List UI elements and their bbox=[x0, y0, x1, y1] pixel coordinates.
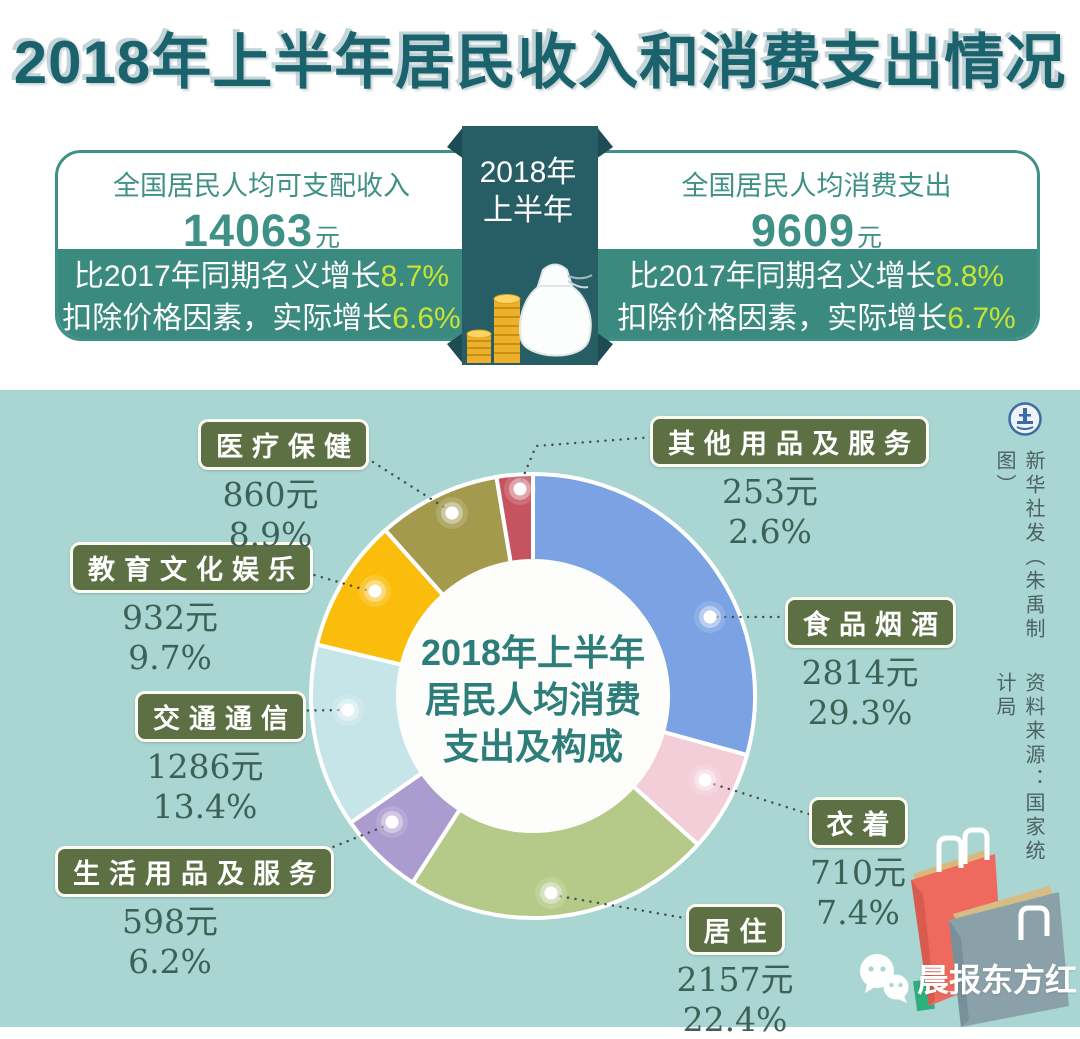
wechat-icon bbox=[860, 954, 909, 1003]
period-ribbon: 2018年 上半年 bbox=[447, 126, 613, 365]
credit-byline: 新华社发（朱禹制图） bbox=[993, 450, 1044, 642]
income-summary: 全国居民人均可支配收入 14063元 bbox=[58, 164, 465, 260]
xinhua-emblem-icon bbox=[1008, 402, 1042, 436]
credit-source: 资料来源：国家统计局 bbox=[993, 672, 1044, 864]
category-callout-其他用品及服务: 其他用品及服务 253元 2.6% bbox=[650, 416, 929, 551]
income-value: 14063元 bbox=[182, 205, 341, 256]
category-percent: 22.4% bbox=[682, 1000, 788, 1039]
category-badge: 交通通信 bbox=[135, 691, 306, 742]
money-bag-and-coins-icon bbox=[466, 263, 593, 363]
category-badge: 食品烟酒 bbox=[785, 597, 956, 648]
donut-center-title: 2018年上半年 居民人均消费 支出及构成 bbox=[420, 632, 646, 767]
category-percent: 13.4% bbox=[152, 787, 258, 826]
category-callout-交通通信: 交通通信 1286元 13.4% bbox=[135, 691, 306, 826]
category-callout-居住: 居住 2157元 22.4% bbox=[676, 904, 794, 1038]
category-badge: 衣着 bbox=[808, 797, 908, 848]
category-badge: 居住 bbox=[685, 904, 785, 955]
expenditure-value: 9609元 bbox=[750, 205, 883, 256]
category-percent: 7.4% bbox=[816, 893, 900, 932]
category-badge: 医疗保健 bbox=[198, 419, 369, 470]
income-nominal-growth: 比2017年同期名义增长8.7% bbox=[73, 260, 450, 293]
category-percent: 8.9% bbox=[228, 515, 313, 554]
expenditure-panel: 全国居民人均消费支出 9609元 比2017年同期名义增长8.8% 扣除价格因素… bbox=[593, 150, 1040, 341]
income-label: 全国居民人均可支配收入 bbox=[113, 171, 410, 201]
category-callout-衣着: 衣着 710元 7.4% bbox=[798, 797, 918, 931]
income-real-growth: 扣除价格因素，实际增长6.6% bbox=[62, 302, 461, 335]
category-badge: 其他用品及服务 bbox=[650, 416, 929, 467]
category-percent: 6.2% bbox=[128, 942, 212, 981]
category-value: 710元 bbox=[810, 853, 906, 892]
category-value: 253元 bbox=[722, 472, 818, 511]
category-callout-生活用品及服务: 生活用品及服务 598元 6.2% bbox=[55, 846, 334, 981]
category-value: 932元 bbox=[122, 598, 218, 637]
expenditure-nominal-growth: 比2017年同期名义增长8.8% bbox=[628, 260, 1005, 293]
category-callout-食品烟酒: 食品烟酒 2814元 29.3% bbox=[785, 597, 956, 732]
expenditure-real-growth: 扣除价格因素，实际增长6.7% bbox=[617, 302, 1016, 335]
wechat-account-row: 晨报东方红 bbox=[853, 948, 1077, 1008]
category-percent: 29.3% bbox=[807, 693, 913, 732]
income-panel: 全国居民人均可支配收入 14063元 比2017年同期名义增长8.7% 扣除价格… bbox=[55, 150, 468, 341]
expenditure-summary: 全国居民人均消费支出 9609元 bbox=[596, 164, 1037, 260]
category-callout-医疗保健: 医疗保健 860元 8.9% bbox=[198, 419, 369, 554]
category-badge: 教育文化娱乐 bbox=[70, 542, 313, 593]
category-badge: 生活用品及服务 bbox=[55, 846, 334, 897]
shopping-bags-icon bbox=[911, 827, 1069, 1027]
wechat-account-name: 晨报东方红 bbox=[917, 962, 1078, 998]
category-percent: 9.7% bbox=[128, 638, 212, 677]
category-value: 598元 bbox=[122, 902, 218, 941]
category-value: 860元 bbox=[222, 475, 319, 514]
category-callout-教育文化娱乐: 教育文化娱乐 932元 9.7% bbox=[70, 542, 313, 677]
category-value: 2814元 bbox=[801, 653, 919, 692]
category-percent: 2.6% bbox=[728, 512, 812, 551]
ribbon-banner-shape bbox=[447, 126, 613, 365]
page-title: 2018年上半年居民收入和消费支出情况 bbox=[13, 29, 1067, 96]
expenditure-label: 全国居民人均消费支出 bbox=[681, 171, 952, 201]
income-growth-band: 比2017年同期名义增长8.7% 扣除价格因素，实际增长6.6% bbox=[58, 249, 465, 338]
category-value: 1286元 bbox=[146, 747, 264, 786]
category-value: 2157元 bbox=[676, 960, 794, 999]
expenditure-growth-band: 比2017年同期名义增长8.8% 扣除价格因素，实际增长6.7% bbox=[596, 249, 1037, 338]
period-label: 2018年 上半年 bbox=[479, 156, 577, 227]
